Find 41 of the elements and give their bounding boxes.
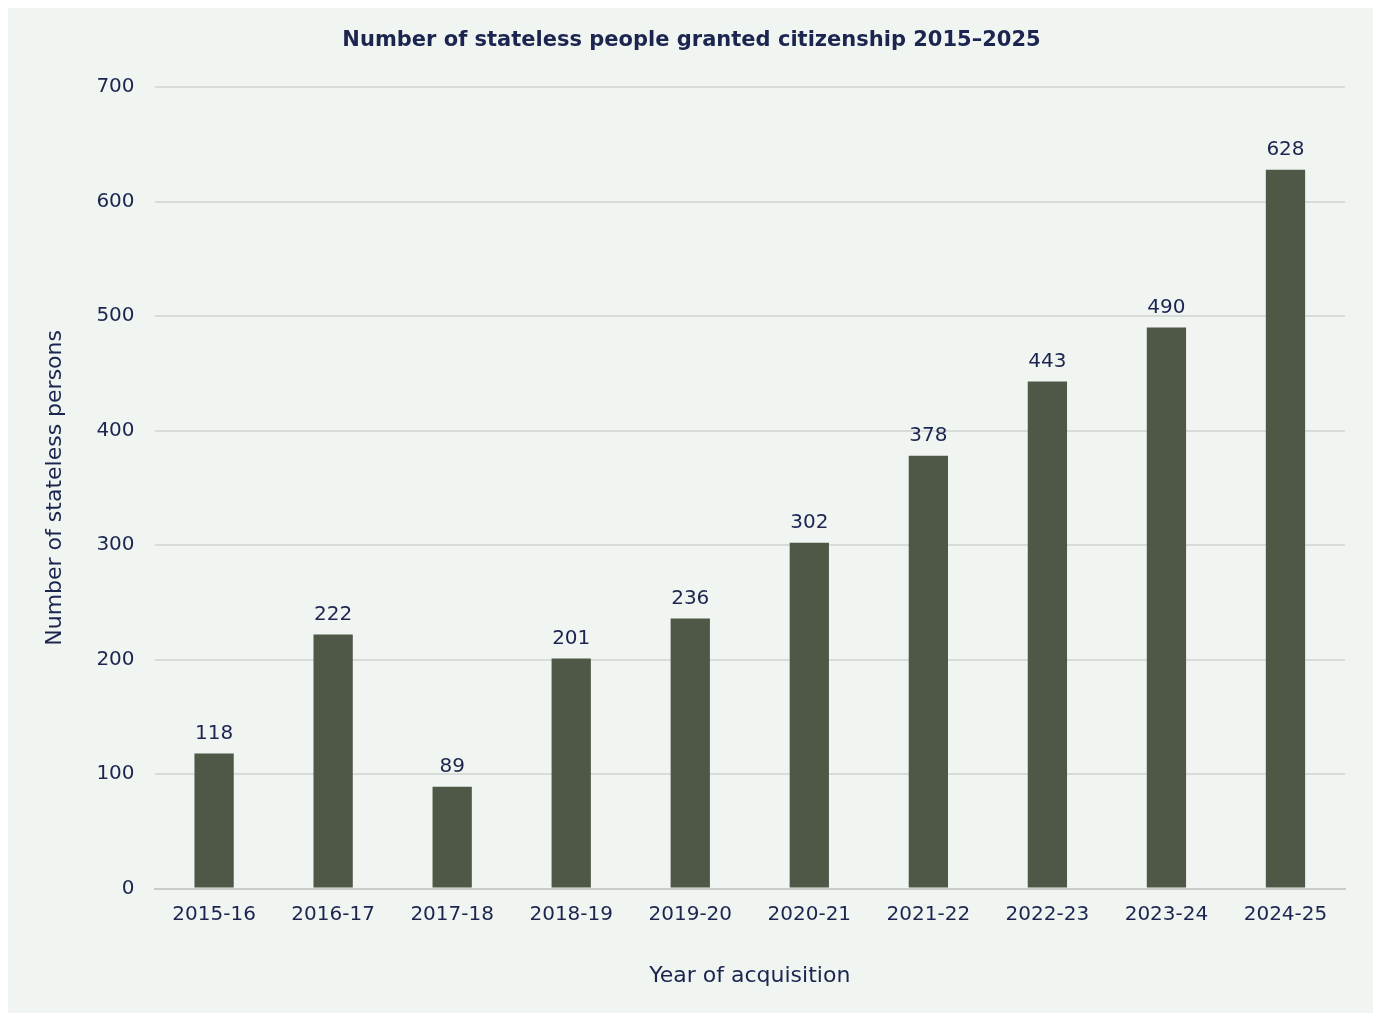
bar bbox=[432, 786, 472, 888]
y-tick-label: 100 bbox=[96, 760, 135, 785]
data-label: 378 bbox=[909, 422, 948, 447]
y-tick-label: 400 bbox=[96, 416, 135, 441]
bar bbox=[1146, 327, 1187, 888]
data-label: 118 bbox=[195, 719, 234, 744]
data-label: 201 bbox=[552, 624, 591, 649]
bar bbox=[1027, 381, 1068, 888]
x-tick-label: 2024-25 bbox=[1243, 900, 1328, 925]
y-tick-label: 500 bbox=[96, 302, 135, 327]
bar bbox=[670, 618, 710, 888]
bar bbox=[789, 542, 829, 888]
data-label: 490 bbox=[1147, 293, 1186, 318]
bar bbox=[313, 634, 353, 888]
bar bbox=[1265, 169, 1306, 888]
y-tick-label: 600 bbox=[96, 187, 135, 212]
x-tick-label: 2023-24 bbox=[1124, 900, 1209, 925]
x-tick-label: 2018-19 bbox=[529, 900, 614, 925]
y-tick-label: 0 bbox=[121, 874, 135, 899]
y-tick-label: 700 bbox=[96, 73, 135, 98]
y-tick-label: 300 bbox=[96, 531, 135, 556]
data-label: 443 bbox=[1028, 347, 1067, 372]
y-tick-label: 200 bbox=[96, 645, 135, 670]
data-label: 222 bbox=[314, 600, 353, 625]
x-axis-title: Year of acquisition bbox=[648, 961, 851, 987]
data-label: 89 bbox=[439, 752, 465, 777]
data-label: 302 bbox=[790, 509, 829, 534]
x-tick-label: 2015-16 bbox=[172, 900, 256, 925]
bar bbox=[908, 455, 948, 888]
x-tick-label: 2022-23 bbox=[1005, 900, 1090, 925]
bar bbox=[551, 658, 591, 888]
x-tick-label: 2021-22 bbox=[886, 900, 971, 925]
data-label: 628 bbox=[1266, 135, 1305, 160]
x-tick-label: 2016-17 bbox=[291, 900, 375, 925]
chart-title: Number of stateless people granted citizenship 2015–2025 bbox=[342, 27, 1041, 52]
x-tick-label: 2019-20 bbox=[648, 900, 733, 925]
data-label: 236 bbox=[671, 584, 710, 609]
y-axis-title: Number of stateless persons bbox=[40, 330, 66, 646]
bar bbox=[194, 753, 234, 888]
x-tick-label: 2020-21 bbox=[767, 900, 852, 925]
x-tick-label: 2017-18 bbox=[410, 900, 494, 925]
